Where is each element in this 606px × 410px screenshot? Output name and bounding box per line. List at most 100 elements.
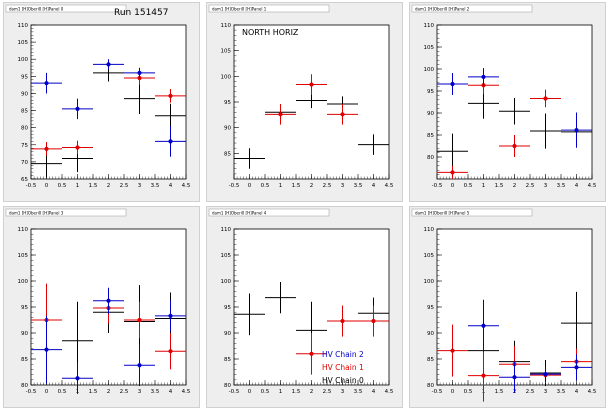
point-marker: [106, 62, 111, 67]
pad-title-box: [411, 4, 533, 13]
x-tick-label: 4.5: [588, 389, 597, 395]
x-tick-label: 1.5: [89, 389, 98, 395]
point-marker: [137, 317, 142, 323]
data-point: [155, 125, 186, 157]
data-point: [437, 165, 468, 179]
y-tick-label: 85: [224, 357, 231, 363]
legend-entry: HV Chain 2: [322, 350, 364, 359]
pad-title-box: [208, 208, 330, 217]
y-tick-label: 80: [21, 126, 28, 132]
y-tick-label: 75: [21, 143, 28, 149]
y-tick-label: 110: [424, 23, 435, 29]
y-tick-label: 85: [21, 109, 28, 115]
y-tick-label: 90: [21, 331, 28, 337]
x-tick-label: -0.5: [26, 183, 37, 189]
x-tick-label: -0.5: [432, 183, 443, 189]
data-point: [561, 291, 592, 355]
data-point: [358, 305, 389, 337]
x-tick-label: 0: [45, 389, 49, 395]
data-point: [437, 133, 468, 169]
y-tick-label: 110: [424, 227, 435, 233]
x-tick-label: 3.5: [354, 183, 363, 189]
x-tick-label: 1: [76, 183, 80, 189]
y-tick-label: 65: [21, 177, 28, 183]
point-marker: [450, 81, 455, 87]
data-point: [62, 98, 93, 120]
plot-frame: [30, 24, 187, 180]
point-marker: [137, 70, 142, 76]
pad-title-text: dam1 [H]Oberi0 [H]Panel 1: [212, 7, 267, 12]
x-tick-label: 3.5: [354, 389, 363, 395]
x-tick-label: 3.5: [557, 389, 566, 395]
y-tick-label: 105: [18, 40, 29, 46]
point-marker: [512, 143, 517, 149]
data-point: [155, 103, 186, 128]
pad-title-text: dam1 [H]Oberi0 [H]Panel 0: [9, 7, 64, 12]
x-tick-label: 4: [372, 183, 376, 189]
point-marker: [574, 128, 579, 133]
data-point: [124, 301, 155, 339]
y-tick-label: 95: [427, 305, 434, 311]
y-tick-label: 85: [427, 357, 434, 363]
x-tick-label: -0.5: [229, 183, 240, 189]
point-marker: [371, 318, 376, 324]
data-point: [265, 104, 296, 125]
pad-chart-svg: dam1 [H]Oberi0 [H]Panel 1 NORTH HORIZ -0.5…: [208, 4, 394, 189]
x-tick-label: 4: [169, 389, 173, 395]
data-point: [561, 354, 592, 381]
point-marker: [168, 313, 173, 318]
data-point: [31, 315, 62, 384]
x-tick-label: 0.5: [58, 183, 67, 189]
point-marker: [75, 376, 80, 381]
x-tick-label: 1: [279, 183, 283, 189]
x-tick-label: 1: [279, 389, 283, 395]
point-marker: [574, 365, 579, 370]
x-tick-label: 0: [248, 389, 252, 395]
x-tick-label: 1: [482, 183, 486, 189]
point-marker: [481, 323, 486, 328]
data-point: [499, 135, 530, 157]
pad-title-text: dam1 [H]Oberi0 [H]Panel 5: [415, 211, 470, 216]
x-tick-label: 1.5: [292, 183, 301, 189]
point-marker: [168, 349, 173, 354]
y-tick-label: 110: [221, 227, 232, 233]
data-point: [31, 142, 62, 156]
x-tick-label: 3: [138, 389, 142, 395]
x-tick-label: 2: [513, 183, 517, 189]
y-tick-label: 85: [21, 357, 28, 363]
y-tick-label: 80: [21, 383, 28, 389]
data-point: [155, 300, 186, 332]
data-point: [499, 361, 530, 393]
point-marker: [168, 139, 173, 144]
pad-title-text: dam1 [H]Oberi0 [H]Panel 3: [9, 211, 64, 216]
y-tick-label: 110: [221, 23, 232, 29]
pad-chart-svg: dam1 [H]Oberi0 [H]Panel 5-0.500.511.522.…: [411, 208, 597, 402]
data-point: [155, 333, 186, 370]
pad-chart-svg: dam1 [H]Oberi0 [H]Panel 0 Run 151457 -0.5 0…: [5, 4, 191, 189]
point-marker: [278, 112, 283, 117]
point-marker: [543, 371, 548, 377]
point-marker: [75, 106, 80, 111]
plot-pad: dam1 [H]Oberi0 [H]Panel 1 NORTH HORIZ -0.5…: [206, 2, 403, 202]
point-marker: [309, 351, 314, 356]
data-point: [234, 148, 265, 169]
legend-entry: HV Chain 0: [322, 376, 364, 385]
x-tick-label: 2: [310, 183, 314, 189]
x-tick-label: 3: [544, 389, 548, 395]
y-tick-label: 100: [424, 279, 435, 285]
x-tick-label: 0.5: [261, 389, 270, 395]
x-tick-label: 0: [451, 389, 455, 395]
y-tick-label: 90: [427, 331, 434, 337]
point-marker: [44, 146, 49, 151]
point-marker: [44, 81, 49, 86]
pad-title-box: [5, 4, 127, 13]
data-point: [62, 362, 93, 394]
data-point: [62, 140, 93, 155]
pad-chart-svg: dam1 [H]Oberi0 [H]Panel 3-0.500.511.522.…: [5, 208, 191, 395]
x-tick-label: 2.5: [526, 183, 535, 189]
data-point: [124, 344, 155, 387]
y-tick-label: 110: [18, 227, 29, 233]
data-point: [296, 92, 327, 109]
data-point: [124, 67, 155, 79]
pad-title-box: [208, 4, 330, 13]
